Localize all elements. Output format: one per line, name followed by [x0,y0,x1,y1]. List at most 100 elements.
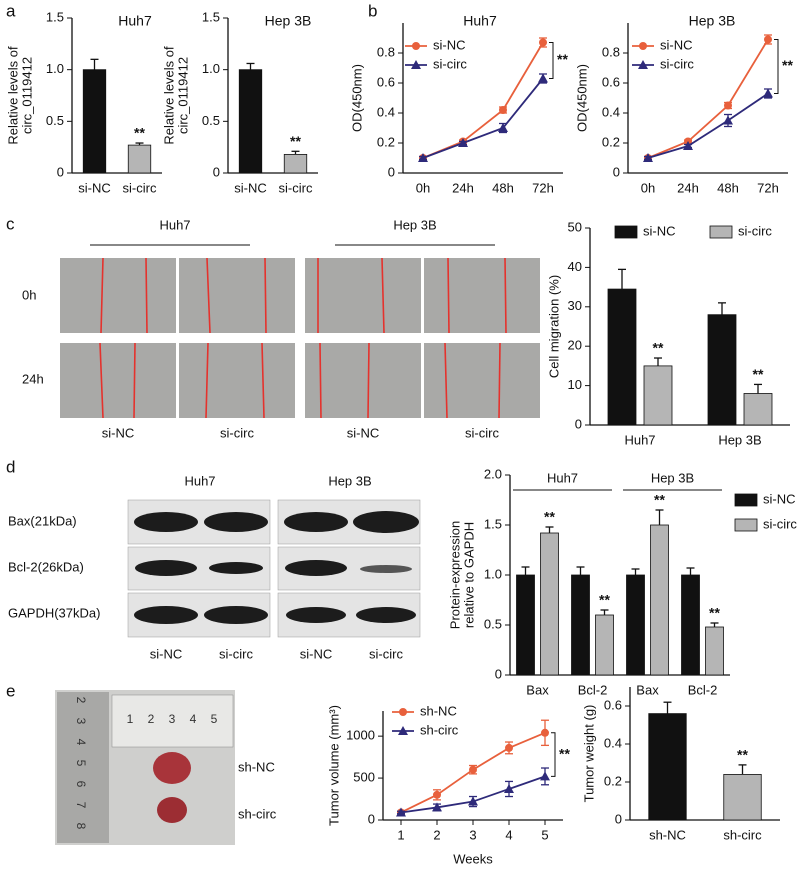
significance: ** [654,492,665,508]
bar [705,626,724,676]
y-tick-label: 1.0 [202,61,220,76]
significance: ** [544,509,555,525]
y-axis-label: Protein-expression [447,521,462,629]
x-tick-label: 24h [677,180,699,195]
bar [283,153,308,174]
bar [643,365,673,426]
marker [418,153,428,162]
legend-marker [638,60,648,69]
migration-images: Huh7 Hep 3B 0h 24h si-NC si-circ si-NC s… [22,217,540,440]
marker [458,138,468,147]
y-tick-label: 0 [213,164,220,179]
y-tick-label: 20 [568,338,582,353]
x-axis-label: Weeks [453,851,493,866]
y-tick-label: 0.2 [604,773,622,788]
significance: ** [737,747,748,763]
tumor [157,797,187,823]
panel-label: b [368,1,377,20]
group-label: si-NC [150,646,183,661]
x-tick-label: 4 [505,827,512,842]
legend-label: sh-NC [420,703,457,718]
legend-marker [412,42,420,50]
bar [540,532,559,676]
y-tick-label: 0 [575,416,582,431]
marker [540,771,550,781]
chart-title: Huh7 [118,13,152,29]
significance: ** [557,51,568,67]
bar [516,574,535,676]
x-tick-label: Hep 3B [718,432,761,447]
ruler-number: 1 [127,712,134,726]
y-tick-label: 10 [568,377,582,392]
y-tick-label: 30 [568,298,582,313]
significance: ** [782,57,793,73]
x-tick-label: 0h [641,180,655,195]
significance: ** [559,745,570,761]
protein-label: Bax(21kDa) [8,513,77,528]
x-tick-label: 48h [717,180,739,195]
significance-bracket [551,732,556,777]
protein-label: GAPDH(37kDa) [8,605,100,620]
legend-label: si-NC [660,37,693,52]
marker [468,796,478,806]
ruler-number: 2 [148,712,155,726]
legend-label: si-circ [738,223,772,238]
y-tick-label: 1.0 [484,566,502,581]
ruler-numbers: 2 3 4 5 6 7 8 [74,697,88,830]
y-tick-label: 1.5 [484,516,502,531]
bar [650,524,669,676]
y-tick-label: 0.4 [377,104,395,119]
bar [743,393,773,426]
tumor [153,752,191,784]
y-tick-label: 0 [57,164,64,179]
x-tick-label: 1 [397,827,404,842]
chart-title: Hep 3B [265,13,312,29]
y-tick-label: 0.2 [377,134,395,149]
x-tick-label: Bcl-2 [578,682,608,697]
ruler [57,692,109,843]
cell-line-label: Hep 3B [393,217,436,232]
y-tick-label: 0 [368,811,375,826]
bar [127,144,152,174]
x-tick-label: 24h [452,180,474,195]
significance-bracket [774,39,779,94]
y-tick-label: 50 [568,219,582,234]
legend-label: si-circ [660,56,694,71]
marker [541,728,549,737]
y-tick-label: 0.5 [46,113,64,128]
y-tick-label: 1.5 [46,9,64,24]
x-tick-label: sh-circ [723,827,762,842]
ruler-number: 5 [211,712,218,726]
marker [763,88,773,98]
legend-label: si-circ [763,516,797,531]
y-tick-label: 0.8 [602,44,620,59]
chart-title: Huh7 [463,13,497,29]
x-tick-label: si-NC [78,180,111,195]
marker [723,115,733,125]
series-line [647,92,769,159]
marker [432,802,442,812]
x-tick-label: Bcl-2 [688,682,718,697]
ruler-number: 8 [74,823,88,830]
group-label: si-circ [465,425,499,440]
legend-label: si-NC [763,491,796,506]
marker [683,141,693,150]
marker [498,123,508,132]
marker [643,153,653,162]
legend-swatch [709,225,733,239]
marker [504,783,514,793]
panel-label: c [6,214,15,233]
y-axis-label: OD(450nm) [349,64,364,132]
western-blot: Huh7 Hep 3B Bax(21kDa) Bcl-2(26kDa) GAPD… [8,473,421,661]
ruler [111,694,234,748]
marker [396,807,406,817]
time-label: 24h [22,371,44,386]
marker [538,73,548,83]
legend-label: sh-circ [420,722,459,737]
marker [499,106,507,114]
cell-line-label: Hep 3B [328,473,371,488]
